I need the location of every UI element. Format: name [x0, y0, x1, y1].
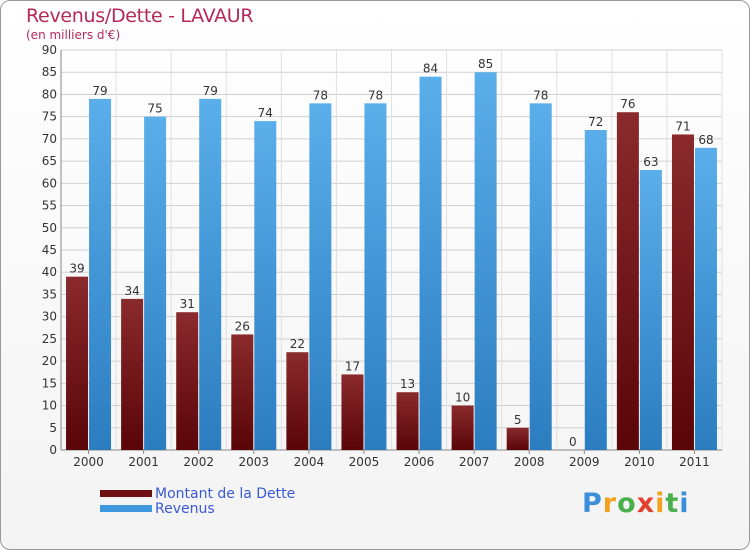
data-label: 71 — [675, 119, 690, 133]
y-tick-label: 70 — [42, 132, 57, 146]
x-tick-label: 2000 — [73, 455, 104, 469]
data-label: 72 — [588, 115, 603, 129]
y-tick-label: 15 — [42, 376, 57, 390]
bar-revenus — [419, 76, 442, 451]
legend-swatch-dette — [100, 490, 152, 497]
bar-revenus — [254, 121, 277, 450]
bar-dette — [396, 392, 419, 450]
chart-title: Revenus/Dette - LAVAUR — [26, 5, 254, 27]
grid-lines — [60, 49, 723, 451]
data-label: 31 — [180, 297, 195, 311]
y-tick-label: 60 — [42, 176, 57, 190]
data-label: 68 — [698, 133, 713, 147]
data-label: 75 — [147, 102, 162, 116]
data-label: 85 — [478, 57, 493, 71]
x-tick-label: 2006 — [404, 455, 435, 469]
legend-item-revenus: Revenus — [100, 500, 295, 517]
axes: 0510152025303540455055606570758085902000… — [42, 43, 722, 469]
bar-dette — [231, 334, 254, 450]
data-label: 78 — [533, 88, 548, 102]
y-tick-label: 75 — [42, 110, 57, 124]
y-tick-label: 35 — [42, 287, 57, 301]
data-label: 84 — [423, 62, 438, 76]
data-label: 0 — [569, 435, 577, 449]
legend-item-dette: Montant de la Dette — [100, 485, 296, 502]
y-tick-label: 85 — [42, 65, 57, 79]
y-tick-label: 5 — [49, 421, 57, 435]
bar-dette — [451, 405, 474, 450]
y-tick-label: 50 — [42, 221, 57, 235]
bar-revenus — [694, 147, 717, 450]
y-tick-label: 20 — [42, 354, 57, 368]
legend-label-dette: Montant de la Dette — [155, 485, 296, 502]
data-label: 26 — [235, 319, 250, 333]
data-label: 5 — [514, 413, 522, 427]
y-tick-label: 0 — [49, 443, 57, 457]
x-tick-label: 2011 — [679, 455, 710, 469]
data-label: 17 — [345, 359, 360, 373]
bar-dette — [616, 112, 639, 450]
data-label: 74 — [258, 106, 273, 120]
bar-revenus — [529, 103, 552, 450]
x-tick-label: 2003 — [239, 455, 270, 469]
x-tick-label: 2008 — [514, 455, 545, 469]
x-tick-label: 2004 — [294, 455, 325, 469]
x-tick-label: 2010 — [624, 455, 655, 469]
data-label: 76 — [620, 97, 635, 111]
data-label: 78 — [313, 88, 328, 102]
y-tick-label: 55 — [42, 199, 57, 213]
bar-revenus — [89, 98, 112, 450]
bar-revenus — [309, 103, 332, 450]
data-label: 79 — [92, 84, 107, 98]
proxiti-logo: Proxiti — [582, 488, 690, 519]
bar-revenus — [199, 98, 222, 450]
bar-revenus — [639, 170, 662, 450]
data-label: 34 — [124, 284, 139, 298]
legend: Montant de la Dette Revenus — [100, 485, 296, 517]
y-tick-label: 30 — [42, 310, 57, 324]
legend-label-revenus: Revenus — [155, 500, 215, 517]
data-label: 79 — [203, 84, 218, 98]
y-tick-label: 80 — [42, 87, 57, 101]
data-label: 63 — [643, 155, 658, 169]
bar-revenus — [144, 116, 167, 451]
bar-revenus — [474, 72, 497, 450]
x-tick-label: 2002 — [183, 455, 214, 469]
y-tick-label: 40 — [42, 265, 57, 279]
value-labels: 39 79 34 75 31 79 26 74 22 78 17 78 13 84 10 85 5 78 0 72 76… — [69, 57, 713, 449]
data-label: 39 — [69, 262, 84, 276]
data-label: 78 — [368, 88, 383, 102]
y-tick-label: 45 — [42, 243, 57, 257]
bar-dette — [671, 134, 694, 450]
bar-dette — [121, 298, 144, 450]
bar-dette — [341, 374, 364, 450]
data-label: 22 — [290, 337, 305, 351]
x-tick-label: 2005 — [349, 455, 380, 469]
y-tick-label: 65 — [42, 154, 57, 168]
bars — [66, 72, 717, 451]
y-tick-label: 90 — [42, 43, 57, 57]
data-label: 13 — [400, 377, 415, 391]
y-tick-label: 10 — [42, 399, 57, 413]
x-tick-label: 2001 — [128, 455, 159, 469]
legend-swatch-revenus — [100, 505, 152, 512]
bar-dette — [66, 276, 89, 450]
chart-subtitle: (en milliers d'€) — [26, 28, 121, 42]
bar-dette — [286, 352, 309, 450]
x-tick-label: 2007 — [459, 455, 490, 469]
bar-revenus — [584, 130, 607, 450]
bar-dette — [506, 427, 529, 450]
bar-revenus — [364, 103, 387, 450]
y-tick-label: 25 — [42, 332, 57, 346]
x-tick-label: 2009 — [569, 455, 600, 469]
bar-dette — [176, 312, 199, 450]
data-label: 10 — [455, 391, 470, 405]
